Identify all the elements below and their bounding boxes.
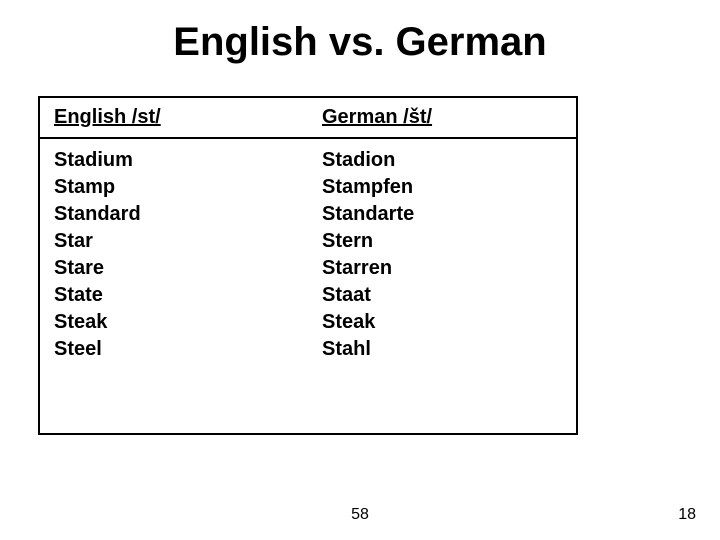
- footer-page-number-right: 18: [678, 506, 696, 524]
- page-title: English vs. German: [0, 20, 720, 65]
- table-body-row: Stadium Stamp Standard Star Stare State …: [40, 138, 576, 433]
- footer-page-number-center: 58: [0, 506, 720, 524]
- comparison-table: English /st/ German /št/ Stadium Stamp S…: [38, 96, 578, 435]
- slide: English vs. German English /st/ German /…: [0, 0, 720, 540]
- table-header-row: English /st/ German /št/: [40, 98, 576, 138]
- english-word-list: Stadium Stamp Standard Star Stare State …: [54, 147, 294, 363]
- column-header-german: German /št/: [322, 106, 562, 129]
- column-header-english: English /st/: [54, 106, 294, 129]
- german-word-list: Stadion Stampfen Standarte Stern Starren…: [322, 147, 562, 363]
- table: English /st/ German /št/ Stadium Stamp S…: [40, 98, 576, 433]
